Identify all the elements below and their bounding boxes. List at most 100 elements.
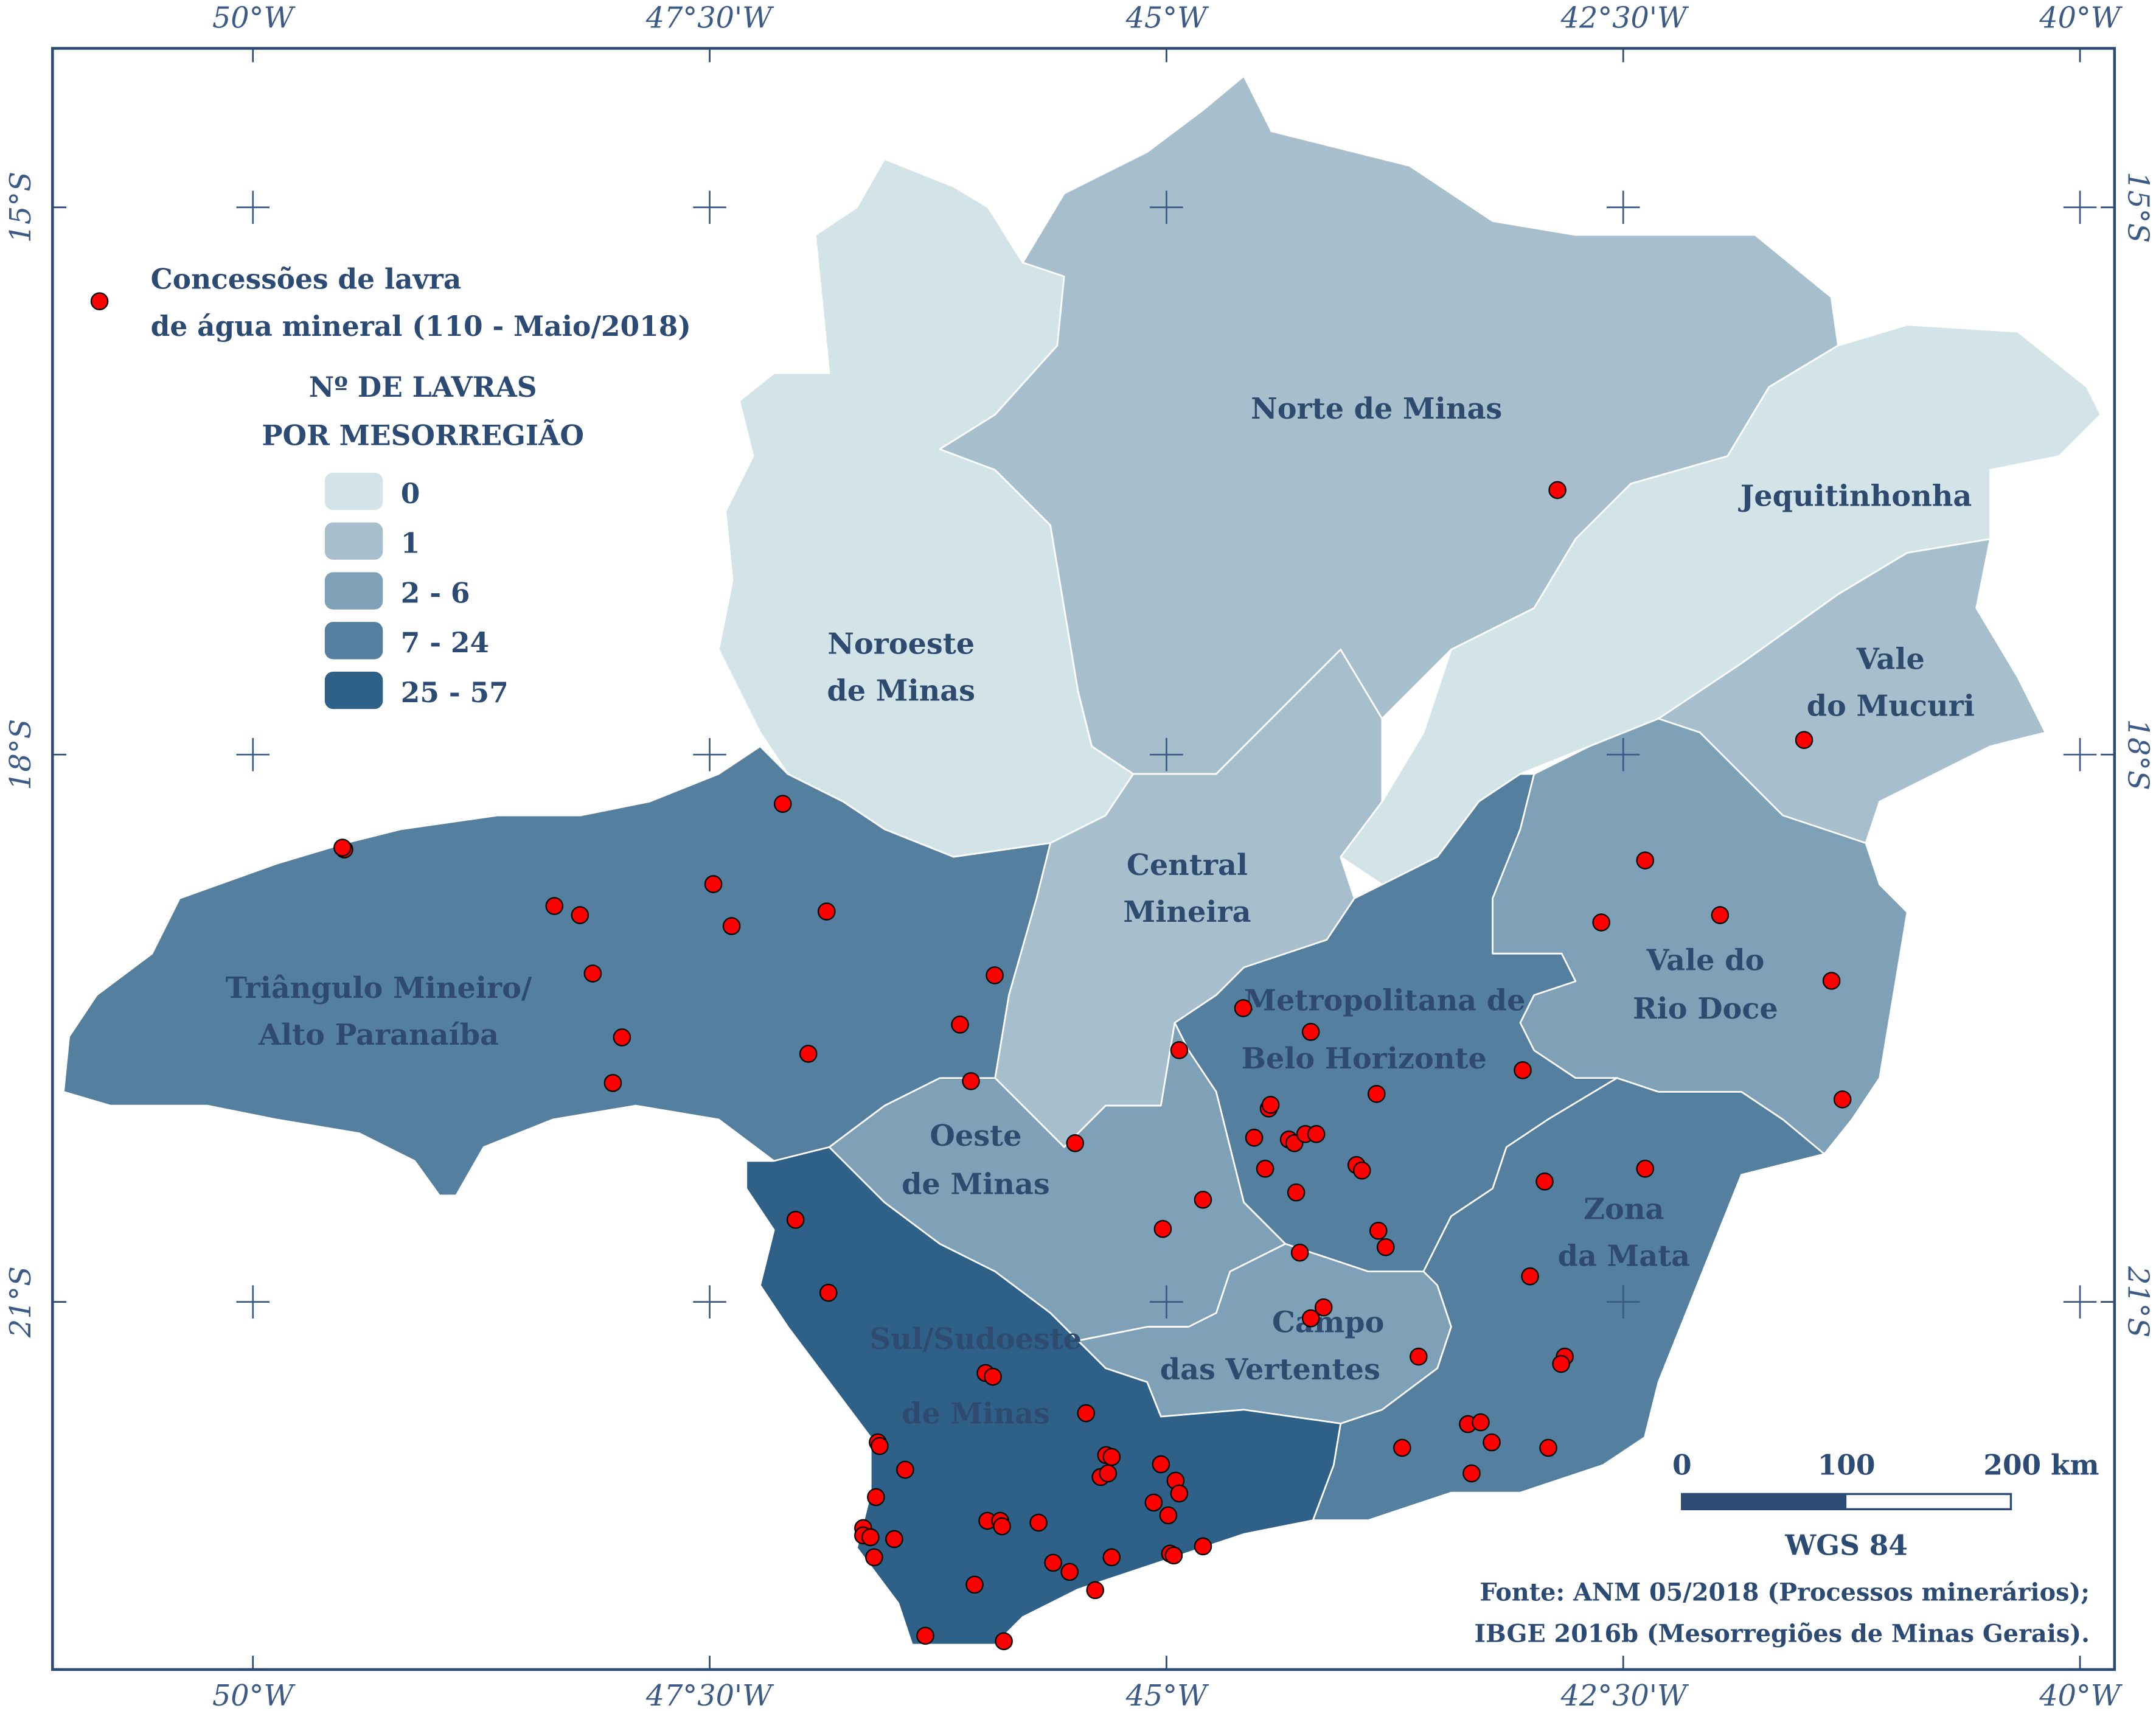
concession-point[interactable] xyxy=(1234,999,1253,1017)
concession-point[interactable] xyxy=(613,1028,631,1047)
region-label: Triângulo Mineiro/ xyxy=(226,971,532,1005)
concession-point[interactable] xyxy=(1483,1433,1501,1452)
region-label: Noroeste xyxy=(827,627,975,661)
concession-point[interactable] xyxy=(1170,1484,1189,1503)
concession-point[interactable] xyxy=(1044,1553,1062,1572)
concession-point[interactable] xyxy=(1711,906,1730,924)
concession-point[interactable] xyxy=(1194,1537,1212,1556)
concession-point[interactable] xyxy=(1833,1090,1852,1109)
concession-point[interactable] xyxy=(993,1517,1011,1536)
concession-point[interactable] xyxy=(896,1460,914,1479)
concession-point[interactable] xyxy=(986,966,1004,984)
lat-label: 18°S xyxy=(4,719,38,790)
concession-point[interactable] xyxy=(1514,1061,1532,1079)
concession-point[interactable] xyxy=(1636,1160,1655,1178)
concession-point[interactable] xyxy=(1352,1162,1371,1180)
concession-point[interactable] xyxy=(916,1626,934,1645)
region-label: Oeste xyxy=(930,1119,1021,1153)
concession-point[interactable] xyxy=(1099,1464,1118,1483)
concession-point[interactable] xyxy=(1102,1448,1121,1466)
concession-point[interactable] xyxy=(867,1488,885,1507)
concession-point[interactable] xyxy=(962,1072,980,1090)
concession-point[interactable] xyxy=(885,1530,903,1549)
concession-point[interactable] xyxy=(1393,1438,1411,1457)
concession-point[interactable] xyxy=(1369,1221,1388,1240)
region-label: de Minas xyxy=(902,1397,1050,1431)
frame-ticks xyxy=(52,48,2115,1670)
concession-point[interactable] xyxy=(1029,1513,1048,1532)
region-sul-sudoeste[interactable] xyxy=(745,1146,1342,1646)
legend-point-symbol xyxy=(90,292,109,310)
concession-point[interactable] xyxy=(1307,1125,1326,1143)
concession-point[interactable] xyxy=(786,1210,805,1229)
concession-point[interactable] xyxy=(1170,1041,1189,1059)
concession-point[interactable] xyxy=(871,1437,889,1455)
region-zona-da-mata[interactable] xyxy=(1312,1077,1826,1521)
concession-point[interactable] xyxy=(1256,1160,1274,1178)
concession-point[interactable] xyxy=(1261,1096,1280,1114)
concession-point[interactable] xyxy=(545,897,564,915)
concession-point[interactable] xyxy=(865,1548,883,1567)
lon-label: 47°30'W xyxy=(645,1679,774,1711)
concession-point[interactable] xyxy=(1410,1347,1428,1366)
concession-point[interactable] xyxy=(1822,972,1841,990)
concession-point[interactable] xyxy=(603,1074,622,1092)
datum-label: WGS 84 xyxy=(1784,1528,1908,1561)
concession-point[interactable] xyxy=(583,964,602,983)
concession-point[interactable] xyxy=(1086,1581,1105,1600)
concession-point[interactable] xyxy=(704,875,723,893)
concession-point[interactable] xyxy=(1301,1023,1320,1041)
lon-label: 50°W xyxy=(212,1679,296,1711)
concession-point[interactable] xyxy=(1368,1085,1386,1103)
concession-point[interactable] xyxy=(1535,1173,1554,1191)
concession-point[interactable] xyxy=(722,917,741,935)
concession-point[interactable] xyxy=(1521,1267,1539,1286)
concession-point[interactable] xyxy=(1144,1493,1163,1512)
lon-label: 40°W xyxy=(2039,1679,2123,1711)
concession-point[interactable] xyxy=(1548,481,1567,500)
region-vale-do-mucuri[interactable] xyxy=(1657,538,2046,844)
concession-point[interactable] xyxy=(1592,913,1610,932)
concession-point[interactable] xyxy=(1377,1238,1395,1256)
concession-point[interactable] xyxy=(1152,1455,1170,1474)
concession-point[interactable] xyxy=(1245,1129,1264,1147)
concession-point[interactable] xyxy=(1301,1309,1320,1328)
concession-point[interactable] xyxy=(1153,1219,1172,1238)
concession-point[interactable] xyxy=(818,902,836,921)
concession-point[interactable] xyxy=(1077,1404,1096,1423)
region-label: de Minas xyxy=(827,674,975,708)
concession-point[interactable] xyxy=(1795,731,1813,749)
legend-class-label: 0 xyxy=(401,477,420,510)
concession-point[interactable] xyxy=(951,1016,969,1034)
concession-point[interactable] xyxy=(333,838,352,857)
concession-point[interactable] xyxy=(773,795,792,813)
concession-point[interactable] xyxy=(819,1283,838,1302)
legend-class-label: 2 - 6 xyxy=(401,576,470,609)
lat-label: 15°S xyxy=(4,172,38,243)
concession-point[interactable] xyxy=(571,906,589,924)
lon-label: 50°W xyxy=(212,1,296,35)
concession-point[interactable] xyxy=(1462,1464,1481,1483)
concession-point[interactable] xyxy=(1552,1354,1570,1373)
concession-point[interactable] xyxy=(1472,1413,1490,1432)
concession-point[interactable] xyxy=(861,1528,880,1547)
concession-point[interactable] xyxy=(965,1575,984,1594)
mining-concession-points xyxy=(333,481,1852,1651)
concession-point[interactable] xyxy=(1102,1548,1121,1567)
concession-point[interactable] xyxy=(995,1632,1013,1651)
concession-point[interactable] xyxy=(1159,1506,1178,1525)
concession-point[interactable] xyxy=(1066,1134,1084,1152)
concession-point[interactable] xyxy=(1164,1546,1183,1565)
concession-point[interactable] xyxy=(1314,1298,1333,1317)
concession-point[interactable] xyxy=(1539,1438,1557,1457)
region-label: Alto Paranaíba xyxy=(258,1018,499,1052)
concession-point[interactable] xyxy=(1060,1563,1079,1581)
concession-point[interactable] xyxy=(984,1367,1002,1386)
concession-point[interactable] xyxy=(1636,851,1655,869)
concession-point[interactable] xyxy=(1290,1243,1309,1262)
lat-label: 15°S xyxy=(2121,172,2155,243)
concession-point[interactable] xyxy=(1287,1183,1306,1202)
concession-point[interactable] xyxy=(799,1045,818,1063)
longitude-labels-bottom: 50°W 47°30'W 45°W 42°30'W 40°W xyxy=(212,1679,2123,1711)
concession-point[interactable] xyxy=(1194,1190,1212,1209)
